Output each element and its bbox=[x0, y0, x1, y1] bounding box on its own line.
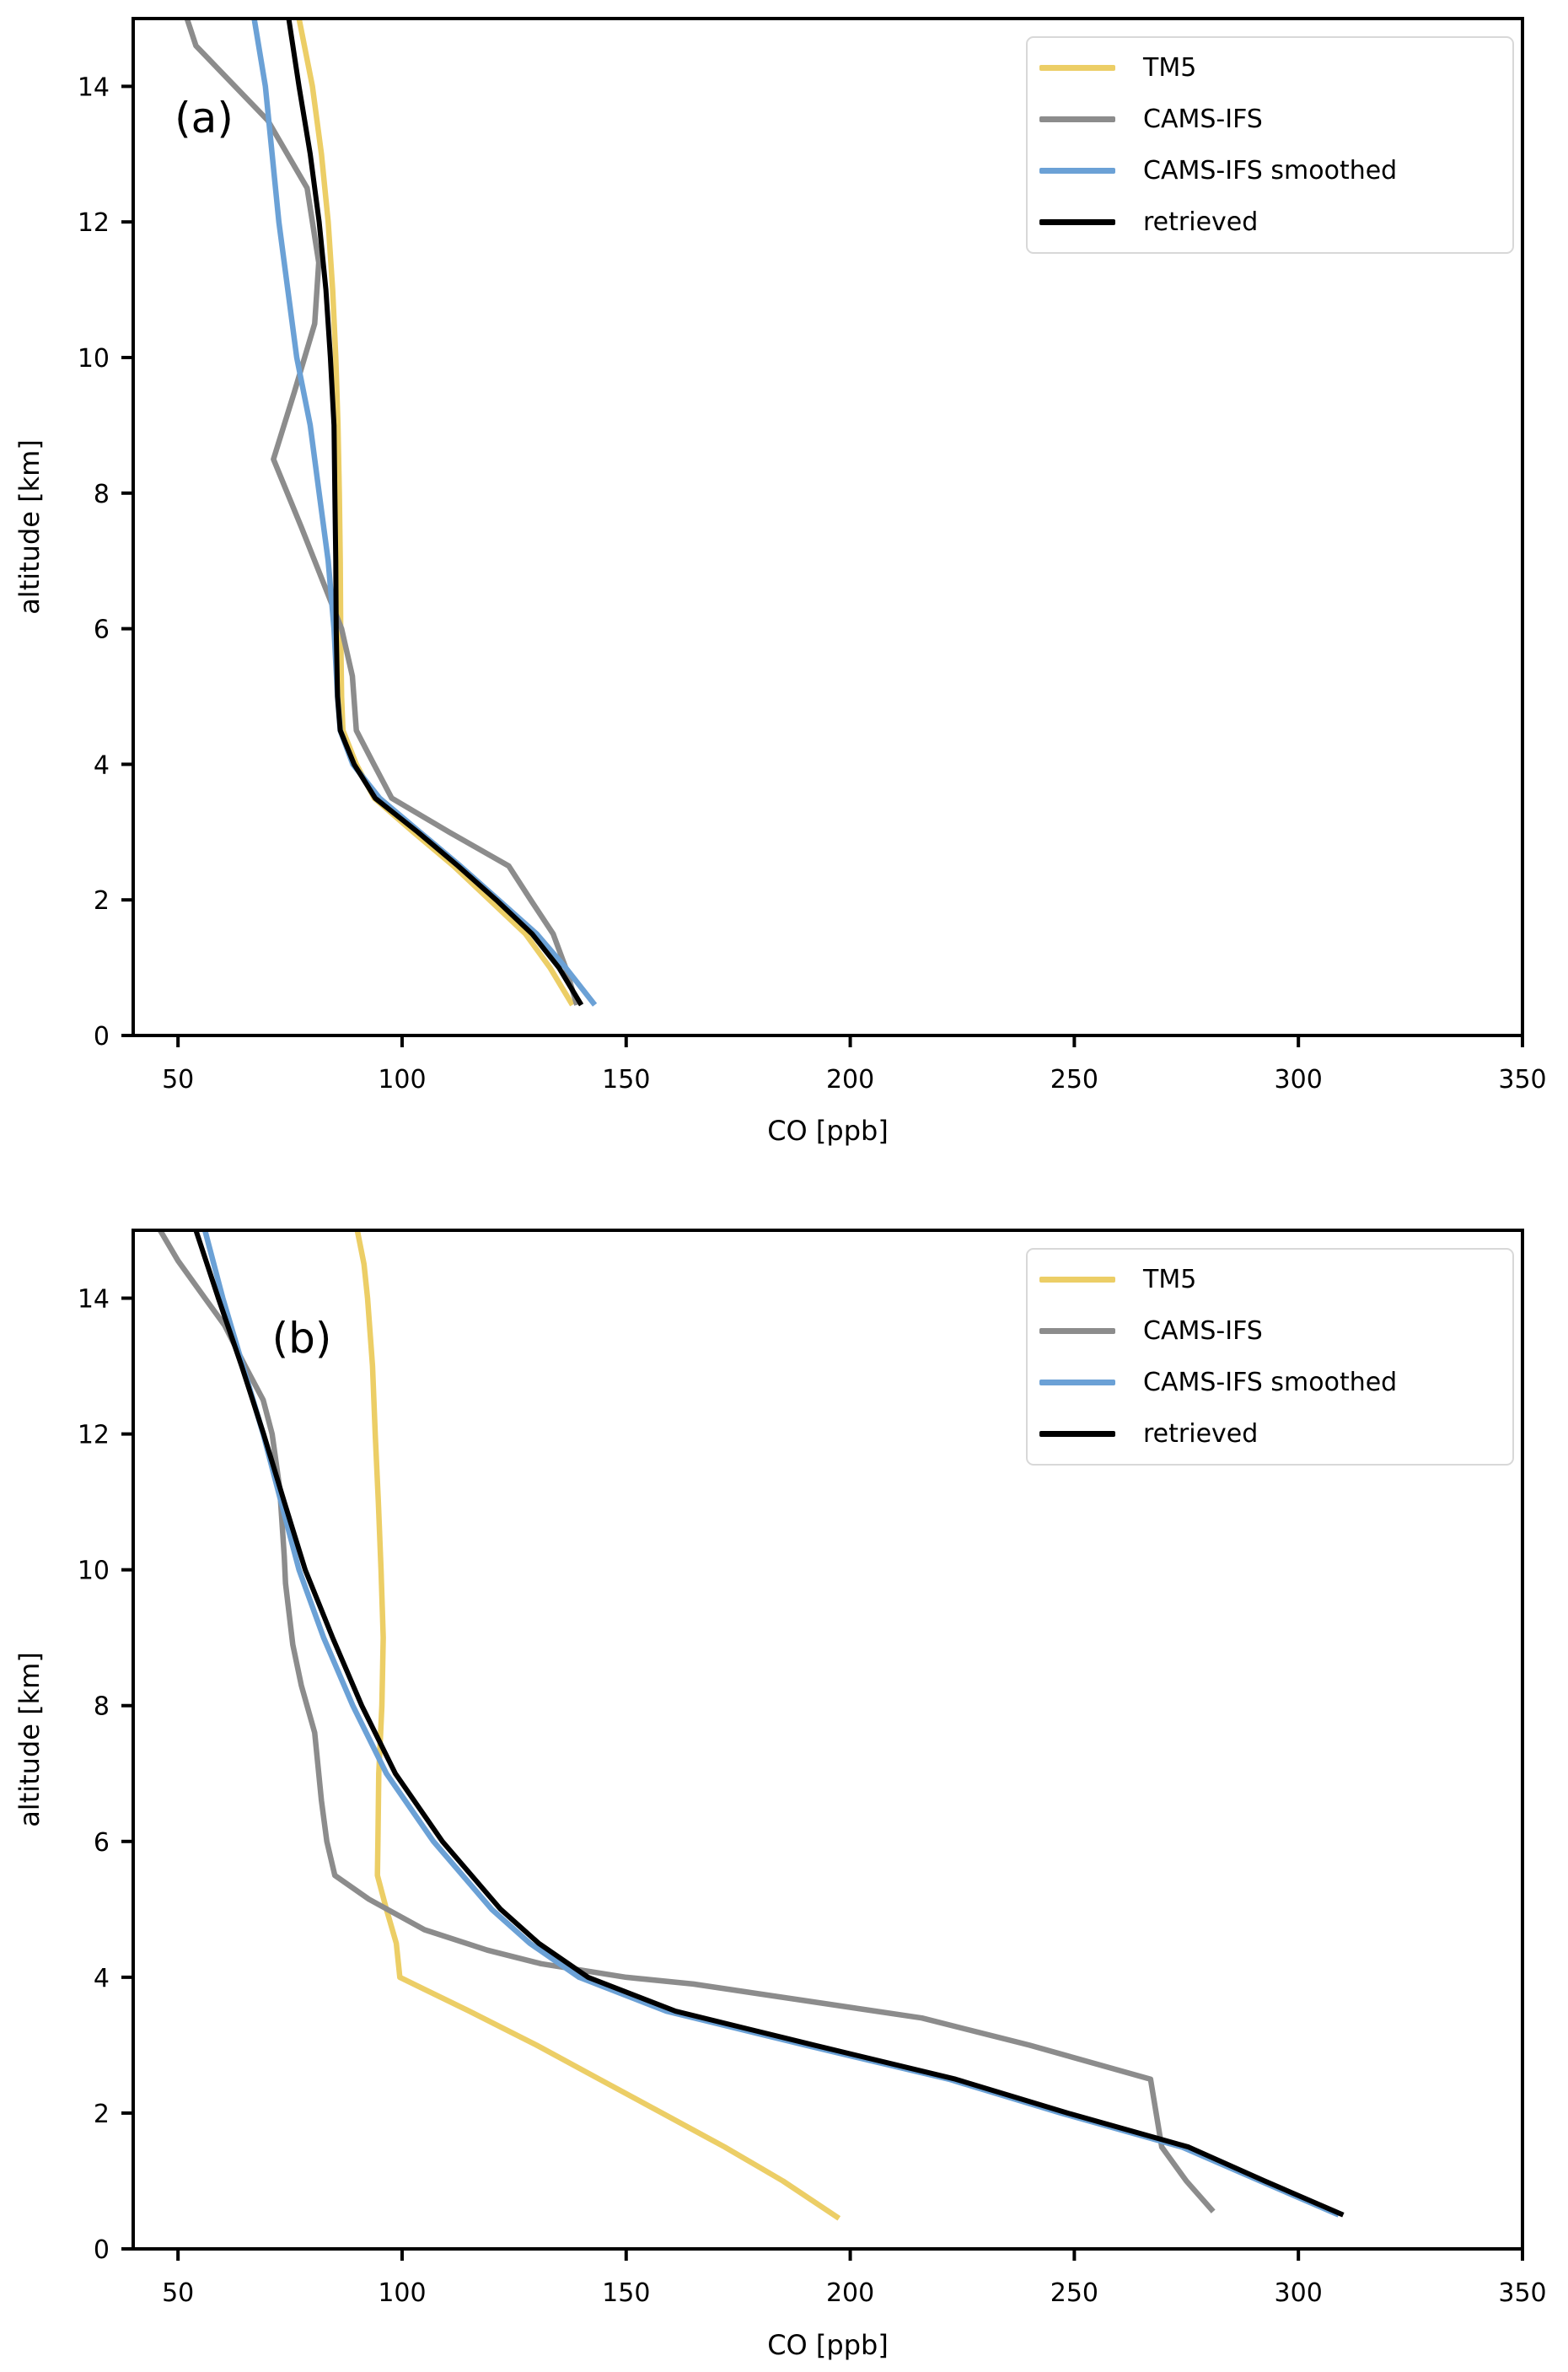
line-tm5--b- bbox=[354, 1230, 841, 2221]
x-tick-label--b-: 100 bbox=[378, 2278, 426, 2308]
legend-label-cams-ifs-smoothed: CAMS-IFS smoothed bbox=[1143, 156, 1398, 186]
y-tick-label--a-: 8 bbox=[94, 480, 110, 509]
x-tick-label--a-: 150 bbox=[602, 1065, 650, 1095]
y-tick-label--a-: 2 bbox=[94, 886, 110, 916]
y-tick-label--b-: 2 bbox=[94, 2100, 110, 2129]
plot-area--b- bbox=[158, 1230, 1345, 2221]
legend-swatch-retrieved bbox=[1039, 1431, 1115, 1437]
legend-label-tm5: TM5 bbox=[1143, 53, 1197, 83]
x-axis-label--b-: CO [ppb] bbox=[767, 2329, 889, 2361]
legend-label-cams-ifs: CAMS-IFS bbox=[1143, 1316, 1263, 1346]
legend-label-retrieved: retrieved bbox=[1143, 1419, 1259, 1449]
line-cams-ifs--b- bbox=[158, 1230, 1216, 2213]
line-cams-ifs-smoothed--a- bbox=[251, 19, 598, 1007]
x-tick-label--a-: 50 bbox=[162, 1065, 194, 1095]
y-tick-label--a-: 12 bbox=[78, 208, 110, 238]
x-tick-label--a-: 200 bbox=[826, 1065, 874, 1095]
x-tick-label--b-: 250 bbox=[1050, 2278, 1098, 2308]
legend-item-tm5: TM5 bbox=[1039, 1254, 1512, 1305]
line-tm5--a- bbox=[296, 19, 575, 1007]
y-tick-label--a-: 0 bbox=[94, 1022, 110, 1052]
y-tick-label--a-: 10 bbox=[78, 344, 110, 374]
panel-label--a-: (a) bbox=[175, 94, 234, 143]
axes-spines--b- bbox=[132, 1229, 1524, 2251]
x-tick-label--a-: 100 bbox=[378, 1065, 426, 1095]
x-tick-label--b-: 350 bbox=[1498, 2278, 1546, 2308]
legend-swatch-cams-ifs bbox=[1039, 116, 1115, 122]
legend-label-tm5: TM5 bbox=[1143, 1265, 1197, 1294]
y-tick-label--b-: 8 bbox=[94, 1692, 110, 1722]
y-tick-label--b-: 4 bbox=[94, 1964, 110, 1993]
y-tick-label--a-: 14 bbox=[78, 73, 110, 102]
legend-swatch-retrieved bbox=[1039, 219, 1115, 225]
x-tick-label--a-: 250 bbox=[1050, 1065, 1098, 1095]
panel-label--b-: (b) bbox=[272, 1314, 332, 1363]
legend-item-cams-ifs-smoothed: CAMS-IFS smoothed bbox=[1039, 1357, 1512, 1408]
legend-item-cams-ifs-smoothed: CAMS-IFS smoothed bbox=[1039, 145, 1512, 196]
y-axis-label--a-: altitude [km] bbox=[13, 439, 46, 615]
x-tick-label--a-: 350 bbox=[1498, 1065, 1546, 1095]
x-tick-label--b-: 50 bbox=[162, 2278, 194, 2308]
y-tick-label--b-: 0 bbox=[94, 2235, 110, 2265]
line-retrieved--b- bbox=[193, 1230, 1345, 2218]
legend-swatch-cams-ifs-smoothed bbox=[1039, 1380, 1115, 1385]
legend-swatch-cams-ifs-smoothed bbox=[1039, 168, 1115, 174]
y-axis-label--b-: altitude [km] bbox=[13, 1652, 46, 1827]
legend-swatch-tm5 bbox=[1039, 65, 1115, 71]
x-tick-label--b-: 300 bbox=[1275, 2278, 1323, 2308]
legend-label-cams-ifs: CAMS-IFS bbox=[1143, 105, 1263, 134]
x-tick-label--a-: 300 bbox=[1275, 1065, 1323, 1095]
legend-item-retrieved: retrieved bbox=[1039, 196, 1512, 248]
legend-item-retrieved: retrieved bbox=[1039, 1408, 1512, 1460]
legend-item-cams-ifs: CAMS-IFS bbox=[1039, 1305, 1512, 1357]
x-axis-label--a-: CO [ppb] bbox=[767, 1115, 889, 1147]
y-tick-label--a-: 6 bbox=[94, 616, 110, 645]
axes-spines--a- bbox=[132, 17, 1524, 1037]
legend-swatch-tm5 bbox=[1039, 1277, 1115, 1283]
x-tick-label--b-: 150 bbox=[602, 2278, 650, 2308]
legend-label-retrieved: retrieved bbox=[1143, 207, 1259, 237]
legend-panel-b: TM5 CAMS-IFS CAMS-IFS smoothed retrieved bbox=[1026, 1248, 1514, 1466]
legend-label-cams-ifs-smoothed: CAMS-IFS smoothed bbox=[1143, 1368, 1398, 1397]
plot-area--a- bbox=[184, 19, 598, 1007]
y-tick-label--b-: 12 bbox=[78, 1421, 110, 1450]
x-tick-label--b-: 200 bbox=[826, 2278, 874, 2308]
y-tick-label--b-: 6 bbox=[94, 1828, 110, 1858]
y-tick-label--b-: 10 bbox=[78, 1557, 110, 1586]
line-cams-ifs--a- bbox=[184, 19, 580, 1006]
legend-item-tm5: TM5 bbox=[1039, 42, 1512, 94]
y-tick-label--b-: 14 bbox=[78, 1285, 110, 1315]
y-tick-label--a-: 4 bbox=[94, 750, 110, 780]
legend-item-cams-ifs: CAMS-IFS bbox=[1039, 94, 1512, 145]
legend-panel-a: TM5 CAMS-IFS CAMS-IFS smoothed retrieved bbox=[1026, 36, 1514, 254]
line-retrieved--a- bbox=[286, 19, 584, 1007]
legend-swatch-cams-ifs bbox=[1039, 1328, 1115, 1334]
